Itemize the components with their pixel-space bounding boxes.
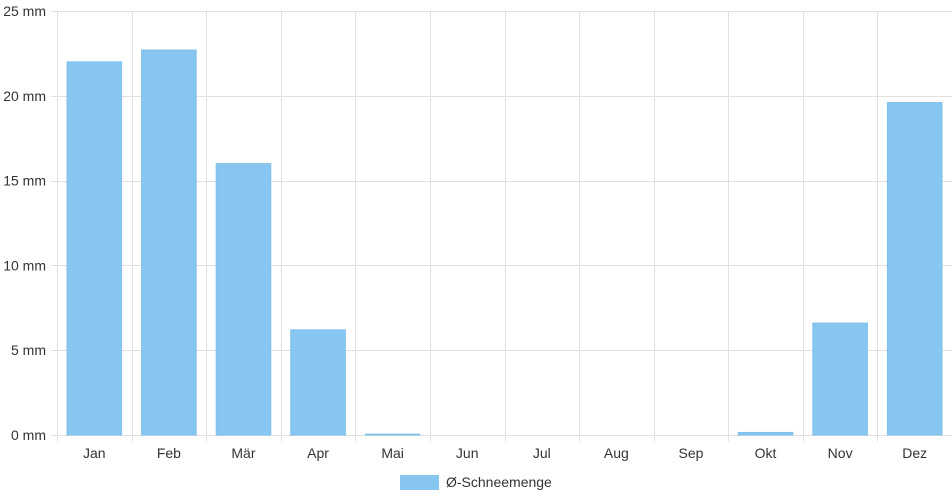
y-tick-label: 5 mm — [11, 342, 46, 358]
y-tick-label: 0 mm — [11, 427, 46, 443]
x-tick-label: Nov — [828, 445, 853, 461]
bar[interactable] — [290, 329, 346, 436]
bars — [66, 49, 943, 436]
y-axis-ticks: 0 mm 5 mm 10 mm 15 mm 20 mm 25 mm — [3, 3, 46, 443]
legend-label[interactable]: Ø-Schneemenge — [446, 474, 552, 490]
y-tick-label: 20 mm — [3, 88, 46, 104]
grid — [51, 11, 952, 441]
bar[interactable] — [364, 433, 421, 436]
bar[interactable] — [812, 322, 868, 436]
legend-swatch[interactable] — [400, 475, 439, 490]
x-tick-label: Dez — [902, 445, 927, 461]
bar[interactable] — [215, 163, 272, 436]
y-tick-label: 15 mm — [3, 173, 46, 189]
bar[interactable] — [737, 431, 794, 436]
x-tick-label: Jun — [456, 445, 479, 461]
legend[interactable]: Ø-Schneemenge — [400, 474, 552, 490]
x-tick-label: Feb — [157, 445, 181, 461]
y-tick-label: 25 mm — [3, 3, 46, 19]
x-tick-label: Mär — [231, 445, 255, 461]
x-tick-label: Mai — [381, 445, 404, 461]
x-tick-label: Jan — [83, 445, 106, 461]
bar[interactable] — [886, 102, 943, 436]
x-axis-ticks: Jan Feb Mär Apr Mai Jun Jul Aug Sep Okt Nov Dez — [83, 445, 927, 461]
bar[interactable] — [66, 61, 123, 436]
x-tick-label: Aug — [604, 445, 629, 461]
x-tick-label: Apr — [307, 445, 329, 461]
x-tick-label: Jul — [533, 445, 551, 461]
x-tick-label: Sep — [678, 445, 703, 461]
y-tick-label: 10 mm — [3, 257, 46, 273]
bar[interactable] — [141, 49, 197, 436]
x-tick-label: Okt — [755, 445, 777, 461]
